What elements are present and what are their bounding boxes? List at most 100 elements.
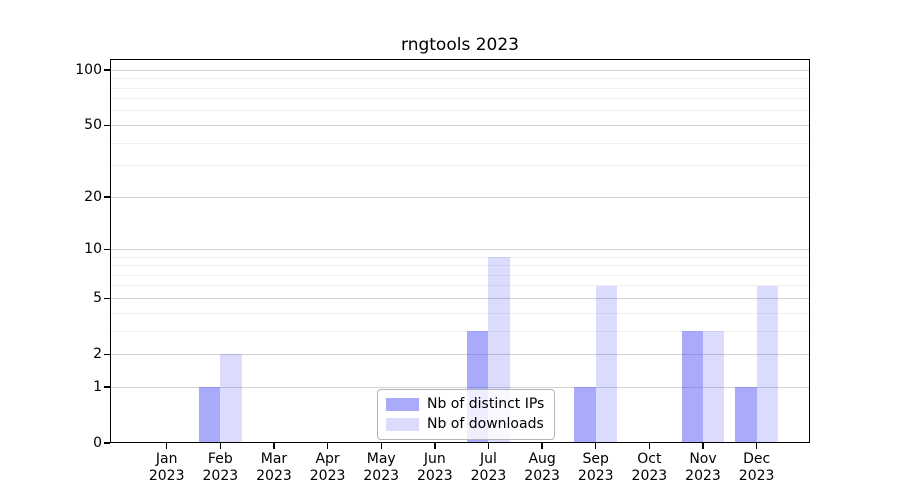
x-tick-month: Sep: [582, 451, 609, 467]
bar-downloads-nov-2023: [703, 331, 725, 443]
x-tick-sep-2023: [595, 443, 597, 449]
x-tick-label-oct-2023: Oct 2023: [609, 451, 689, 485]
x-tick-month: Mar: [260, 451, 288, 467]
x-tick-aug-2023: [541, 443, 543, 449]
x-tick-year: 2023: [524, 468, 560, 484]
x-tick-month: Jun: [423, 451, 446, 467]
gridline-major-20: [110, 196, 810, 198]
gridline-minor-40: [110, 142, 810, 144]
x-tick-label-apr-2023: Apr 2023: [288, 451, 368, 485]
gridline-minor-60: [110, 110, 810, 112]
x-tick-year: 2023: [631, 468, 668, 484]
x-tick-month: Nov: [689, 451, 717, 467]
gridline-minor-9: [110, 256, 810, 258]
x-tick-label-feb-2023: Feb 2023: [180, 451, 260, 485]
x-tick-nov-2023: [702, 443, 704, 449]
y-tick-label-5: 5: [93, 290, 102, 307]
x-tick-jun-2023: [434, 443, 436, 449]
bar-distinct-ips-sep-2023: [574, 387, 596, 443]
x-tick-year: 2023: [577, 468, 614, 484]
y-tick-label-100: 100: [75, 62, 102, 79]
gridline-minor-8: [110, 265, 810, 267]
x-tick-month: Oct: [637, 451, 662, 467]
x-tick-jul-2023: [487, 443, 490, 449]
gridline-major-50: [110, 124, 810, 126]
x-tick-month: Jul: [480, 451, 497, 467]
gridline-minor-3: [110, 330, 810, 332]
x-tick-year: 2023: [309, 468, 346, 484]
legend-entry-downloads: Nb of downloads: [386, 417, 544, 432]
x-tick-label-dec-2023: Dec 2023: [717, 451, 797, 485]
x-tick-year: 2023: [738, 468, 775, 484]
y-tick-2: [104, 353, 110, 355]
plot-area: Nb of distinct IPs Nb of downloads: [110, 59, 810, 443]
gridline-minor-7: [110, 274, 810, 276]
x-tick-month: Apr: [315, 451, 340, 467]
legend-entry-distinct-ips: Nb of distinct IPs: [386, 397, 544, 412]
legend-swatch-downloads: [386, 418, 419, 431]
x-tick-mar-2023: [273, 443, 275, 449]
x-tick-apr-2023: [326, 443, 329, 449]
bar-downloads-sep-2023: [595, 285, 618, 443]
chart-title: rngtools 2023: [401, 35, 519, 55]
y-tick-50: [104, 124, 110, 127]
x-tick-year: 2023: [363, 468, 400, 484]
y-tick-label-2: 2: [93, 346, 102, 363]
x-tick-year: 2023: [470, 468, 507, 484]
y-tick-label-20: 20: [84, 189, 102, 206]
x-tick-month: Dec: [743, 451, 771, 467]
x-tick-year: 2023: [685, 468, 721, 484]
bar-distinct-ips-nov-2023: [681, 331, 703, 443]
x-tick-year: 2023: [202, 468, 239, 484]
x-tick-jan-2023: [166, 443, 168, 449]
gridline-major-5: [110, 297, 810, 299]
x-tick-month: Jan: [155, 451, 178, 467]
y-tick-label-50: 50: [84, 117, 102, 134]
gridline-major-1: [110, 386, 810, 388]
x-tick-feb-2023: [219, 443, 222, 449]
y-tick-label-10: 10: [84, 241, 102, 258]
y-tick-100: [104, 69, 110, 71]
x-tick-label-jun-2023: Jun 2023: [395, 451, 475, 485]
x-tick-label-jan-2023: Jan 2023: [127, 451, 207, 485]
x-tick-year: 2023: [148, 468, 185, 484]
x-tick-label-sep-2023: Sep 2023: [556, 451, 636, 485]
gridline-minor-30: [110, 165, 810, 167]
x-tick-year: 2023: [417, 468, 453, 484]
y-tick-label-1: 1: [93, 379, 102, 395]
gridline-major-10: [110, 248, 810, 250]
legend: Nb of distinct IPs Nb of downloads: [377, 389, 556, 440]
x-tick-label-mar-2023: Mar 2023: [234, 451, 314, 485]
x-tick-label-aug-2023: Aug 2023: [502, 451, 582, 485]
x-tick-year: 2023: [256, 468, 292, 484]
bar-downloads-dec-2023: [756, 285, 779, 443]
y-tick-1: [104, 386, 110, 388]
gridline-major-100: [110, 69, 810, 71]
gridline-minor-6: [110, 285, 810, 287]
legend-swatch-distinct-ips: [386, 398, 419, 411]
gridline-minor-90: [110, 78, 810, 80]
y-tick-10: [104, 248, 110, 250]
gridline-minor-70: [110, 98, 810, 100]
bar-distinct-ips-feb-2023: [198, 387, 221, 443]
y-tick-5: [104, 297, 110, 299]
y-tick-20: [104, 196, 110, 198]
bar-distinct-ips-dec-2023: [735, 387, 757, 443]
y-tick-label-0: 0: [93, 435, 102, 451]
gridline-minor-80: [110, 87, 810, 89]
legend-label-downloads: Nb of downloads: [427, 416, 544, 432]
gridline-major-2: [110, 353, 810, 355]
x-tick-month: Aug: [528, 451, 556, 467]
x-tick-may-2023: [380, 443, 382, 449]
x-tick-label-jul-2023: Jul 2023: [448, 451, 528, 485]
x-tick-label-nov-2023: Nov 2023: [663, 451, 743, 485]
x-tick-dec-2023: [755, 443, 758, 449]
y-tick-0: [104, 442, 110, 444]
bar-downloads-feb-2023: [220, 354, 242, 443]
x-tick-month: Feb: [207, 451, 233, 467]
legend-label-distinct-ips: Nb of distinct IPs: [427, 396, 545, 412]
x-tick-label-may-2023: May 2023: [341, 451, 421, 485]
gridline-minor-4: [110, 312, 810, 314]
x-tick-oct-2023: [648, 443, 651, 449]
